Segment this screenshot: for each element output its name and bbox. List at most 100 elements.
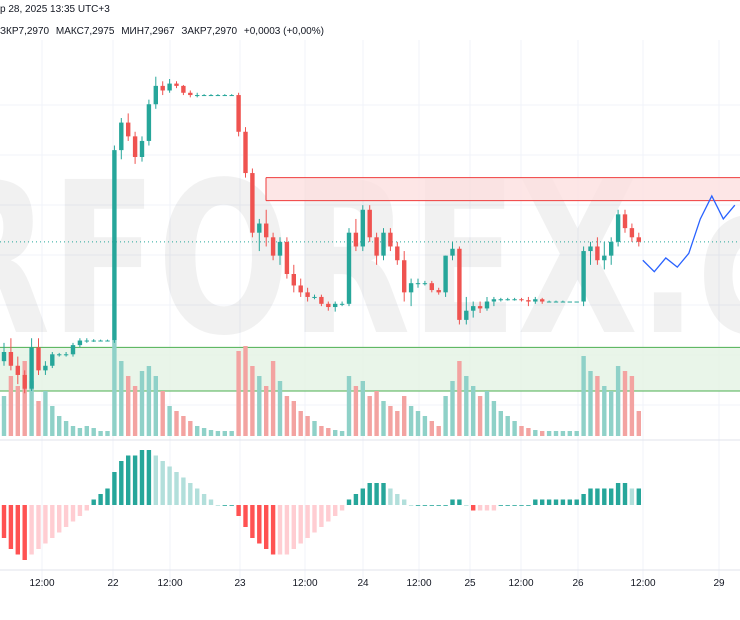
volume-bar [174,411,179,436]
candle-body [546,301,552,303]
candle-body [381,232,386,256]
volume-bar [588,371,593,436]
macd-bar [298,505,303,544]
volume-bar [284,396,290,436]
macd-bar [284,505,290,555]
volume-bar [139,371,145,436]
volume-bar [277,381,283,436]
header-datetime: р 28, 2025 13:35 UTC+3 [0,4,110,15]
candle-body [98,340,103,342]
volume-bar [388,406,393,436]
volume-bar [422,416,428,436]
volume-bar [257,376,262,436]
forecast-line [642,194,736,273]
macd-bar [146,450,152,505]
x-tick-label: 25 [464,578,476,589]
ohlc-change: +0,0003 (+0,00%) [243,26,324,37]
volume-bar [477,396,483,436]
candle-body [429,283,434,291]
candle-body [484,301,490,309]
volume-bar [243,346,248,436]
candle-body [167,83,172,91]
volume-bar [512,421,517,436]
x-tick-label: 12:00 [157,578,182,589]
volume-bar [567,431,572,436]
candle-body [22,374,27,389]
volume-bar [29,381,34,436]
candle-body [636,237,641,242]
macd-bar [8,505,14,549]
volume-bar [339,431,345,436]
volume-bar [305,416,310,436]
x-tick-label: 24 [357,578,369,589]
candle-body [284,241,290,274]
macd-bar [160,461,165,505]
ohlc-low: МИН7,2967 [121,26,175,37]
macd-bar [429,505,434,506]
candle-body [319,296,324,304]
macd-bar [622,483,628,505]
candle-body [257,223,262,233]
macd-bar [312,505,317,533]
volume-bar [167,406,172,436]
macd-bar [63,505,69,527]
candle-body [408,283,414,293]
volume-bar [319,426,324,436]
macd-bar [381,483,386,505]
volume-bar [57,416,62,436]
candle-body [43,365,48,371]
candle-body [457,248,462,320]
volume-bar [146,366,152,436]
volume-bar [602,386,607,436]
candle-body [298,285,303,293]
ohlc-open: ЗКР7,2970 [0,26,50,37]
ohlc-high: МАКС7,2975 [55,26,115,37]
macd-bar [436,505,441,506]
volume-bar [15,386,20,436]
macd-bar [132,455,138,505]
volume-bar [222,431,227,436]
macd-bar [112,472,117,505]
volume-bar [464,376,469,436]
x-tick-label: 23 [234,578,246,589]
candle-body [201,95,207,97]
candle-body [443,255,448,293]
candle-body [609,241,614,256]
macd-bar [91,499,96,505]
candle-body [602,255,607,261]
macd-bar [636,488,641,505]
volume-bar [609,391,614,436]
macd-bar [22,505,27,560]
candle-body [270,237,276,256]
macd-bar [139,450,145,505]
ohlc-close: ЗАКР7,2970 [181,26,238,37]
candle-body [77,340,83,346]
volume-bar [415,411,421,436]
volume-bar [98,431,103,436]
macd-bar [471,505,476,511]
header-ohlc: ЗКР7,2970 МАКС7,2975 МИН7,2967 ЗАКР7,297… [0,26,328,37]
candle-body [312,296,317,298]
volume-bar [333,430,338,436]
candle-body [57,354,62,356]
resistance-zone [266,177,740,201]
candle-body [174,83,179,86]
macd-bar [388,488,393,505]
x-tick-label: 12:00 [292,578,317,589]
macd-bar [367,483,372,505]
volume-bar [353,386,359,436]
volume-bar [498,411,503,436]
candle-body [346,232,352,304]
macd-bar [491,505,497,511]
candle-body [236,95,241,132]
volume-bar [36,401,41,436]
macd-bar [422,505,428,506]
volume-bar [402,396,407,436]
volume-bar [201,428,207,436]
macd-bar [553,499,559,505]
volume-bar [526,428,531,436]
macd-bar [615,483,621,505]
macd-bar [167,466,172,505]
